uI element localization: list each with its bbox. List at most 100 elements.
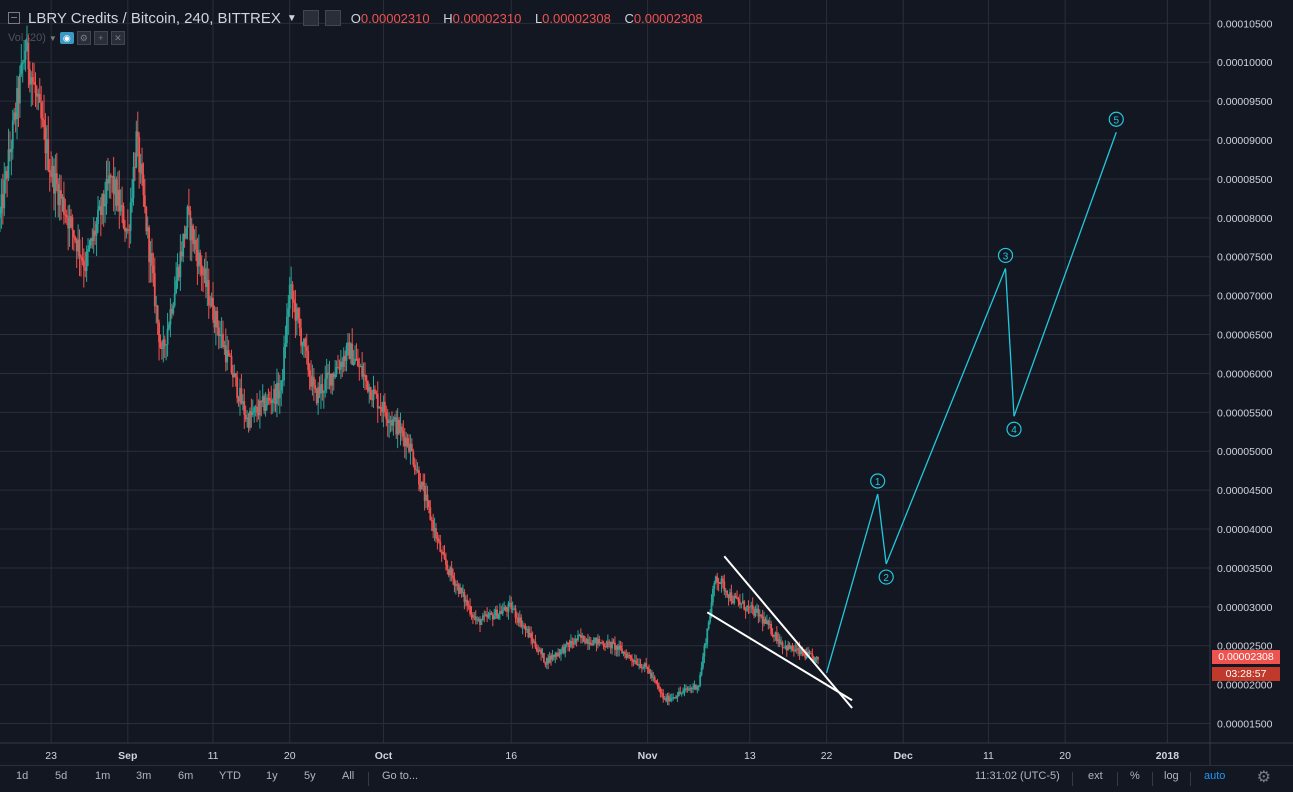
close-label: C [624, 10, 634, 26]
candle-body [476, 619, 479, 621]
candle-body [290, 284, 293, 286]
range-3m[interactable]: 3m [136, 770, 152, 782]
candle-body [435, 528, 437, 539]
candle-body [479, 619, 481, 625]
candle-body [138, 136, 141, 173]
candle-body [741, 601, 744, 604]
candle-body [517, 618, 520, 623]
candle-body [720, 578, 723, 584]
divider [1072, 772, 1073, 786]
candle-body [332, 373, 335, 378]
candle-body [246, 417, 249, 420]
price-tick-label: 0.00004000 [1217, 524, 1273, 536]
candle-body [814, 657, 817, 662]
candle-body [689, 688, 692, 690]
candle-body [687, 689, 690, 691]
time-tick-label: Nov [638, 750, 658, 762]
candle-body [78, 239, 81, 257]
candle-body [308, 370, 311, 376]
open-label: O [350, 10, 361, 26]
candle-body [391, 420, 393, 426]
candle-body [660, 692, 663, 694]
candle-body [570, 640, 572, 647]
candle-body [587, 639, 589, 645]
candle-body [183, 233, 186, 239]
candle-body [141, 163, 143, 175]
candle-body [413, 464, 416, 470]
candle-body [815, 656, 818, 658]
candle-body [210, 297, 213, 306]
candle-body [469, 605, 471, 614]
symbol-title[interactable]: LBRY Credits / Bitcoin, 240, BITTREX [28, 9, 281, 27]
candle-body [124, 227, 126, 232]
settings-icon[interactable]: ⚙ [76, 31, 91, 45]
candle-body [662, 693, 665, 699]
price-axis[interactable]: 0.00010500 0.00010000 0.00009500 0.00009000… [1217, 18, 1273, 730]
close-icon[interactable]: ✕ [110, 31, 125, 45]
candle-body [293, 299, 295, 303]
candle-body [40, 102, 43, 119]
chevron-down-icon[interactable]: ▼ [48, 33, 57, 43]
candle-body [398, 419, 400, 434]
eye-icon[interactable]: ◉ [59, 32, 74, 44]
candle-body [621, 648, 623, 654]
go-to-button[interactable]: Go to... [382, 770, 419, 782]
clock-time[interactable]: 11:31:02 (UTC-5) [975, 770, 1060, 782]
candle-body [719, 583, 721, 585]
candle-body [453, 578, 456, 587]
candle-body [18, 73, 21, 104]
candle-body [3, 179, 6, 209]
candle-body [166, 328, 169, 345]
candle-body [61, 197, 64, 199]
range-5y[interactable]: 5y [304, 770, 316, 782]
settings-icon[interactable] [302, 10, 319, 26]
price-tick-label: 0.00005000 [1217, 446, 1273, 458]
auto-toggle[interactable]: auto [1204, 770, 1226, 782]
percent-toggle[interactable]: % [1130, 770, 1140, 782]
range-5d[interactable]: 5d [55, 770, 68, 782]
chevron-down-icon[interactable]: ▼ [286, 12, 297, 24]
candle-body [704, 643, 707, 646]
candle-body [706, 628, 709, 644]
candle-body [249, 410, 251, 428]
candle-body [426, 494, 429, 501]
compare-icon[interactable] [324, 10, 341, 26]
candle-body [9, 149, 11, 153]
candle-body [406, 438, 409, 446]
volume-label[interactable]: Vol (20) [8, 32, 46, 44]
range-all[interactable]: All [342, 770, 355, 782]
ext-toggle[interactable]: ext [1088, 770, 1103, 782]
range-1d[interactable]: 1d [16, 770, 29, 782]
candle-body [305, 346, 308, 352]
price-tick-label: 0.00003000 [1217, 602, 1273, 614]
range-1m[interactable]: 1m [95, 770, 111, 782]
time-axis[interactable]: 23 Sep 11 20 Oct 16 Nov 13 22 Dec 11 20 2018 [45, 750, 1179, 762]
range-6m[interactable]: 6m [178, 770, 194, 782]
gear-icon[interactable]: ⚙ [1256, 769, 1271, 786]
range-1y[interactable]: 1y [266, 770, 278, 782]
candle-body [173, 293, 176, 306]
candle-body [791, 645, 794, 651]
candle-body [619, 645, 622, 649]
candle-body [790, 645, 792, 649]
wave-label-circle [1006, 421, 1022, 437]
candle-body [472, 615, 474, 618]
candle-body [212, 297, 214, 320]
candle-body [335, 367, 338, 375]
candle-body [757, 608, 760, 617]
candle-body [70, 216, 72, 218]
candle-body [230, 356, 233, 373]
candle-body [28, 69, 31, 85]
candle-body [622, 652, 625, 654]
candle-body [108, 175, 111, 184]
candle-body [418, 469, 420, 485]
candle-body [810, 653, 812, 655]
collapse-icon[interactable] [8, 12, 20, 24]
range-ytd[interactable]: YTD [219, 770, 241, 782]
log-toggle[interactable]: log [1164, 770, 1179, 782]
add-icon[interactable]: + [93, 31, 108, 45]
candle-body [216, 310, 219, 328]
candle-body [439, 541, 442, 552]
candle-body [675, 697, 677, 699]
